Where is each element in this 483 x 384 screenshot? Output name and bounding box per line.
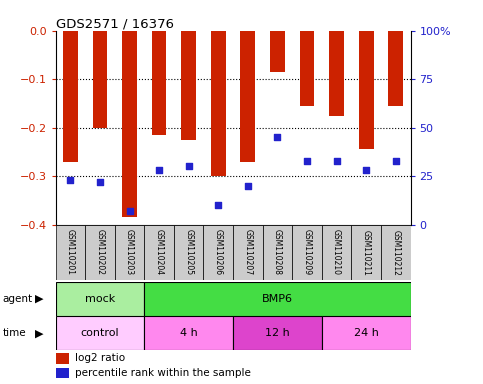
Bar xyxy=(233,316,322,350)
Bar xyxy=(93,31,107,128)
Text: 24 h: 24 h xyxy=(354,328,379,338)
Text: ▶: ▶ xyxy=(35,294,44,304)
Text: GSM110210: GSM110210 xyxy=(332,230,341,275)
Point xyxy=(362,167,370,174)
Text: GSM110211: GSM110211 xyxy=(362,230,370,275)
Point xyxy=(273,134,281,141)
Point xyxy=(155,167,163,174)
Bar xyxy=(263,225,292,280)
Point xyxy=(244,183,252,189)
Bar xyxy=(322,225,352,280)
Text: 4 h: 4 h xyxy=(180,328,198,338)
Bar xyxy=(122,31,137,217)
Bar xyxy=(299,31,314,106)
Bar xyxy=(174,225,203,280)
Text: GSM110201: GSM110201 xyxy=(66,230,75,275)
Text: 12 h: 12 h xyxy=(265,328,290,338)
Text: GSM110205: GSM110205 xyxy=(184,229,193,276)
Bar xyxy=(203,225,233,280)
Bar xyxy=(144,225,174,280)
Text: GSM110202: GSM110202 xyxy=(96,230,104,275)
Text: GSM110204: GSM110204 xyxy=(155,229,164,276)
Point xyxy=(126,208,133,214)
Bar xyxy=(241,31,255,162)
Text: log2 ratio: log2 ratio xyxy=(75,353,125,363)
Bar xyxy=(359,31,373,149)
Bar xyxy=(85,225,115,280)
Bar xyxy=(144,316,233,350)
Text: GSM110207: GSM110207 xyxy=(243,229,252,276)
Bar xyxy=(63,31,78,162)
Text: ▶: ▶ xyxy=(35,328,44,338)
Bar xyxy=(322,316,411,350)
Point xyxy=(185,164,193,170)
Bar xyxy=(292,225,322,280)
Bar xyxy=(381,225,411,280)
Bar xyxy=(115,225,144,280)
Bar xyxy=(181,31,196,140)
Text: agent: agent xyxy=(2,294,32,304)
Text: GDS2571 / 16376: GDS2571 / 16376 xyxy=(56,17,173,30)
Point xyxy=(333,157,341,164)
Text: GSM110206: GSM110206 xyxy=(214,229,223,276)
Bar xyxy=(233,225,263,280)
Text: GSM110212: GSM110212 xyxy=(391,230,400,275)
Bar xyxy=(152,31,167,135)
Text: control: control xyxy=(81,328,119,338)
Bar xyxy=(388,31,403,106)
Bar xyxy=(56,353,69,364)
Bar xyxy=(56,316,144,350)
Text: percentile rank within the sample: percentile rank within the sample xyxy=(75,368,251,378)
Text: GSM110203: GSM110203 xyxy=(125,229,134,276)
Point xyxy=(96,179,104,185)
Point xyxy=(303,157,311,164)
Bar xyxy=(352,225,381,280)
Bar xyxy=(56,368,69,379)
Point xyxy=(67,177,74,183)
Text: GSM110209: GSM110209 xyxy=(302,229,312,276)
Point xyxy=(214,202,222,209)
Bar xyxy=(270,31,285,72)
Point xyxy=(392,157,399,164)
Bar xyxy=(56,282,144,316)
Text: BMP6: BMP6 xyxy=(262,294,293,304)
Text: mock: mock xyxy=(85,294,115,304)
Bar xyxy=(144,282,411,316)
Bar xyxy=(211,31,226,176)
Bar xyxy=(329,31,344,116)
Bar xyxy=(56,225,85,280)
Text: time: time xyxy=(2,328,26,338)
Text: GSM110208: GSM110208 xyxy=(273,230,282,275)
